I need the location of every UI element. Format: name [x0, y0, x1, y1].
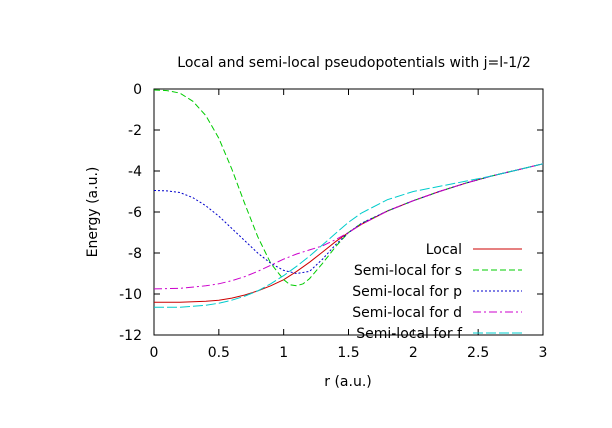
axis-ticks: 0 0.5 1 1.5 2 2.5 3 0 -2 -4 -6 -8 -10 -12: [119, 82, 547, 361]
series-line-3: [153, 163, 544, 290]
y-tick-label: 0: [133, 82, 142, 98]
y-tick-label: -12: [119, 328, 142, 344]
legend-label-0: Local: [426, 242, 462, 258]
x-axis-label: r (a.u.): [324, 374, 371, 390]
plot-frame: [153, 88, 544, 336]
series-line-1: [153, 89, 544, 287]
legend-label-3: Semi-local for d: [352, 305, 462, 321]
x-tick-label: 2: [409, 345, 418, 361]
x-tick-label: 3: [539, 345, 548, 361]
x-tick-label: 2.5: [467, 345, 489, 361]
series-lines: [153, 89, 544, 308]
series-line-4: [154, 163, 544, 308]
x-tick-label: 0.5: [208, 345, 230, 361]
legend-label-4: Semi-local for f: [356, 326, 463, 342]
legend: Local Semi-local for s Semi-local for p Sem…: [352, 242, 522, 342]
series-line-0: [154, 163, 544, 303]
y-tick-label: -8: [128, 246, 142, 262]
y-tick-label: -2: [128, 123, 142, 139]
x-tick-label: 1: [279, 345, 288, 361]
legend-label-2: Semi-local for p: [352, 284, 462, 300]
legend-label-1: Semi-local for s: [354, 263, 462, 279]
x-tick-label: 1.5: [337, 345, 359, 361]
y-tick-label: -6: [128, 205, 142, 221]
series-line-2: [153, 163, 544, 275]
y-tick-label: -10: [119, 287, 142, 303]
chart-title: Local and semi-local pseudopotentials wi…: [177, 55, 530, 71]
x-tick-label: 0: [150, 345, 159, 361]
y-axis-label: Energy (a.u.): [85, 167, 101, 258]
y-tick-label: -4: [128, 164, 142, 180]
